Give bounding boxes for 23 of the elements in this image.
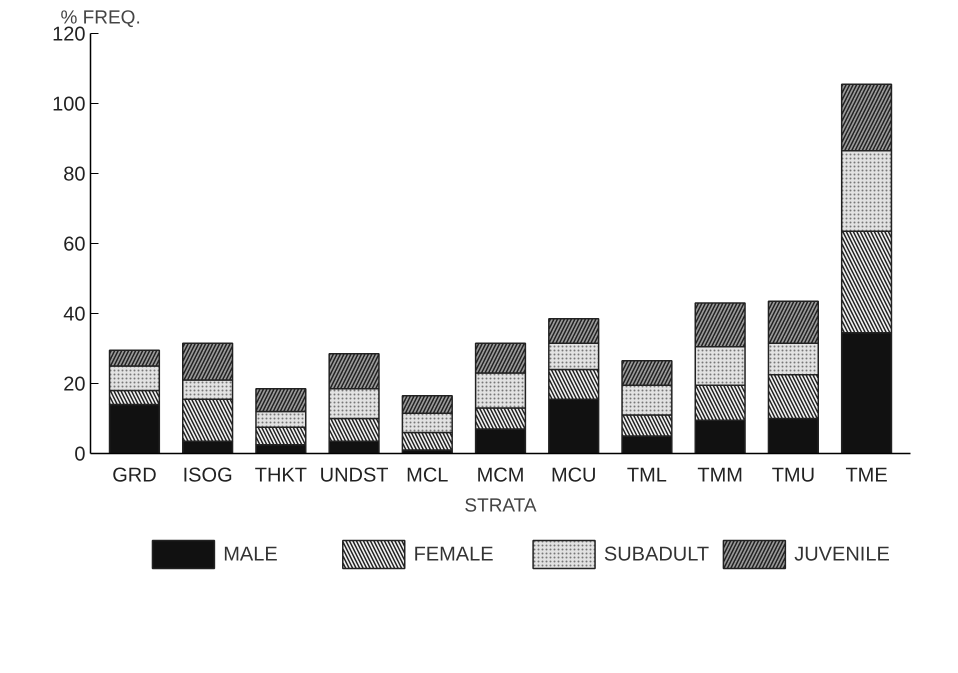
x-tick-label: ISOG — [182, 464, 233, 486]
legend-label: MALE — [223, 544, 278, 566]
y-tick-label: 80 — [63, 164, 86, 186]
legend-label: SUBADULT — [604, 544, 710, 566]
x-tick-label: TMU — [772, 464, 816, 486]
x-tick-label: MCU — [550, 464, 596, 486]
x-tick-label: TME — [845, 464, 888, 486]
y-tick-label: 0 — [74, 444, 86, 466]
x-tick-label: MCL — [406, 464, 448, 486]
y-tick-label: 60 — [63, 234, 86, 256]
y-tick-label: 20 — [63, 374, 86, 396]
x-tick-label: MCM — [476, 464, 524, 486]
x-tick-label: THKT — [254, 464, 307, 486]
x-axis-title: STRATA — [464, 496, 537, 516]
y-tick-label: 120 — [52, 24, 86, 46]
x-tick-label: TML — [626, 464, 667, 486]
x-tick-label: UNDST — [320, 464, 389, 486]
legend-label: FEMALE — [414, 544, 494, 566]
x-tick-label: TMM — [697, 464, 743, 486]
legend-label: JUVENILE — [794, 544, 890, 566]
y-tick-label: 100 — [52, 94, 86, 116]
x-tick-label: GRD — [112, 464, 157, 486]
y-tick-label: 40 — [63, 304, 86, 326]
